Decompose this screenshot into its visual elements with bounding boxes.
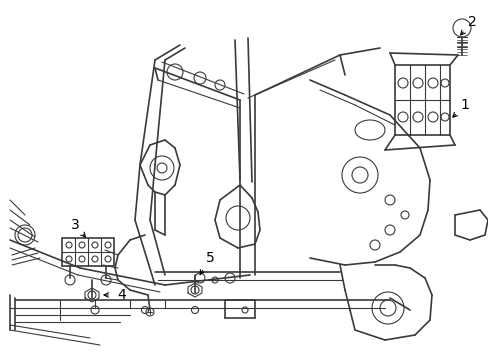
Text: 4: 4 xyxy=(118,288,126,302)
Text: 1: 1 xyxy=(460,98,468,112)
Polygon shape xyxy=(62,238,114,266)
Text: 3: 3 xyxy=(70,218,79,232)
Polygon shape xyxy=(394,65,449,135)
Text: 5: 5 xyxy=(205,251,214,265)
Text: 2: 2 xyxy=(467,15,475,29)
